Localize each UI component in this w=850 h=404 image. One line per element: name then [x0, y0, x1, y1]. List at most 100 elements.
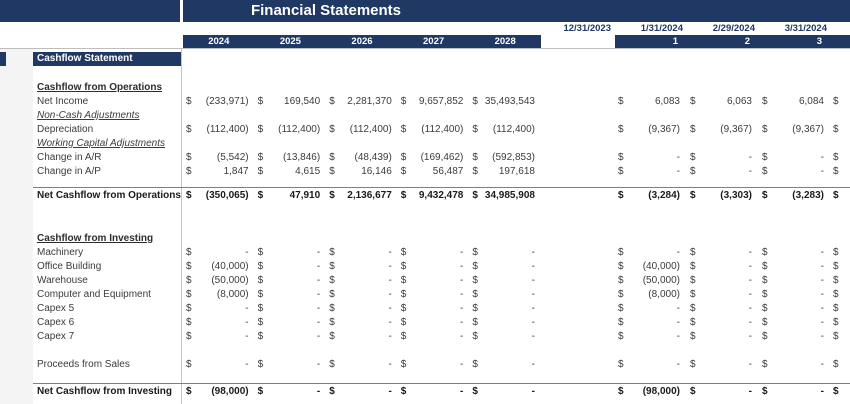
cell-year-2027[interactable]: $9,432,478	[398, 188, 470, 204]
cell-period-1[interactable]: $ -	[615, 358, 687, 372]
row-label[interactable]: Capex 6	[37, 317, 75, 328]
cell-year-2028[interactable]: $ (592,853)	[469, 151, 541, 165]
cell-year-2027[interactable]: $ -	[398, 316, 470, 330]
cell-period-3[interactable]: $ -	[759, 302, 831, 316]
cell-period-2[interactable]: $ -	[687, 316, 759, 330]
cell-period-3[interactable]: $ -	[759, 288, 831, 302]
date-header-cell[interactable]: 3/31/2024	[784, 23, 827, 34]
cell-year-2028[interactable]: $ -	[469, 288, 541, 302]
period-header-cell[interactable]: 1	[672, 36, 678, 47]
cell-period-4-partial[interactable]: $	[831, 95, 850, 109]
cell-period-4-partial[interactable]: $	[831, 260, 850, 274]
cell-period-4-partial[interactable]: $	[831, 274, 850, 288]
cell-year-2024[interactable]: $ -	[183, 246, 255, 260]
cell-opening-column-empty[interactable]	[541, 165, 615, 179]
cell-opening-column-empty[interactable]	[541, 123, 615, 137]
cell-year-2024[interactable]: $ (350,065)	[183, 188, 255, 204]
cell-period-3[interactable]: $ -	[759, 165, 831, 179]
cell-year-2027[interactable]: $9,657,852	[398, 95, 470, 109]
cell-period-3[interactable]: $ -	[759, 246, 831, 260]
cell-period-1[interactable]: $ (8,000)	[615, 288, 687, 302]
cell-period-3[interactable]: $ (9,367)	[759, 123, 831, 137]
period-header-cell[interactable]: 3	[816, 36, 822, 47]
cell-opening-column-empty[interactable]	[541, 384, 615, 400]
row-label[interactable]: Cashflow from Operations	[37, 82, 163, 93]
cell-opening-column-empty[interactable]	[541, 151, 615, 165]
cell-year-2025[interactable]: $ -	[255, 358, 327, 372]
cell-year-2026[interactable]: $ -	[326, 316, 398, 330]
cell-year-2028[interactable]: $ (112,400)	[469, 123, 541, 137]
cell-period-1[interactable]: $ -	[615, 316, 687, 330]
cell-period-2[interactable]: $ -	[687, 302, 759, 316]
year-header-cell[interactable]: 2026	[351, 36, 373, 47]
row-label[interactable]: Computer and Equipment	[37, 289, 151, 300]
cell-year-2026[interactable]: $ (48,439)	[326, 151, 398, 165]
cell-year-2025[interactable]: $ -	[255, 330, 327, 344]
row-label[interactable]: Net Cashflow from Investing	[37, 386, 173, 397]
cell-year-2025[interactable]: $169,540	[255, 95, 327, 109]
cell-year-2028[interactable]: $ -	[469, 330, 541, 344]
cell-year-2027[interactable]: $ (112,400)	[398, 123, 470, 137]
row-label[interactable]: Capex 7	[37, 331, 75, 342]
year-header-cell[interactable]: 2025	[279, 36, 301, 47]
cell-year-2025[interactable]: $ -	[255, 274, 327, 288]
cell-year-2028[interactable]: $35,493,543	[469, 95, 541, 109]
cell-year-2027[interactable]: $56,487	[398, 165, 470, 179]
cell-year-2024[interactable]: $ (98,000)	[183, 384, 255, 400]
cell-year-2025[interactable]: $ -	[255, 246, 327, 260]
cell-year-2025[interactable]: $4,615	[255, 165, 327, 179]
cell-year-2026[interactable]: $16,146	[326, 165, 398, 179]
cell-period-2[interactable]: $ -	[687, 165, 759, 179]
cell-year-2027[interactable]: $ -	[398, 302, 470, 316]
cell-period-2[interactable]: $ -	[687, 358, 759, 372]
cell-period-2[interactable]: $ (9,367)	[687, 123, 759, 137]
cell-opening-column-empty[interactable]	[541, 260, 615, 274]
cell-year-2028[interactable]: $197,618	[469, 165, 541, 179]
cell-period-2[interactable]: $ -	[687, 384, 759, 400]
cell-year-2025[interactable]: $ -	[255, 316, 327, 330]
cell-year-2024[interactable]: $ (8,000)	[183, 288, 255, 302]
cell-year-2026[interactable]: $ -	[326, 302, 398, 316]
year-header-cell[interactable]: 2028	[494, 36, 516, 47]
cell-period-1[interactable]: $ -	[615, 302, 687, 316]
year-header-cell[interactable]: 2027	[423, 36, 445, 47]
cell-period-4-partial[interactable]: $	[831, 165, 850, 179]
cell-period-4-partial[interactable]: $	[831, 288, 850, 302]
cell-period-1[interactable]: $6,083	[615, 95, 687, 109]
cell-period-3[interactable]: $ -	[759, 384, 831, 400]
cell-year-2026[interactable]: $ -	[326, 358, 398, 372]
cell-period-4-partial[interactable]: $	[831, 246, 850, 260]
cell-year-2024[interactable]: $ (5,542)	[183, 151, 255, 165]
row-label[interactable]: Net Income	[37, 96, 89, 107]
cell-year-2026[interactable]: $2,281,370	[326, 95, 398, 109]
cell-period-1[interactable]: $ -	[615, 330, 687, 344]
cell-opening-column-empty[interactable]	[541, 316, 615, 330]
cell-period-3[interactable]: $ -	[759, 151, 831, 165]
cell-year-2024[interactable]: $ (50,000)	[183, 274, 255, 288]
cell-year-2027[interactable]: $ -	[398, 246, 470, 260]
cell-year-2027[interactable]: $ -	[398, 274, 470, 288]
cell-period-1[interactable]: $ -	[615, 151, 687, 165]
cell-year-2028[interactable]: $34,985,908	[469, 188, 541, 204]
cell-year-2024[interactable]: $ -	[183, 302, 255, 316]
cell-year-2026[interactable]: $ -	[326, 384, 398, 400]
cell-opening-column-empty[interactable]	[541, 95, 615, 109]
cell-year-2028[interactable]: $ -	[469, 302, 541, 316]
cell-period-2[interactable]: $ -	[687, 330, 759, 344]
cell-period-4-partial[interactable]: $	[831, 123, 850, 137]
title-bar[interactable]: Financial Statements	[183, 0, 850, 22]
cell-year-2024[interactable]: $ (233,971)	[183, 95, 255, 109]
row-label[interactable]: Machinery	[37, 247, 84, 258]
row-label[interactable]: Proceeds from Sales	[37, 359, 130, 370]
cell-year-2026[interactable]: $ -	[326, 246, 398, 260]
cell-period-4-partial[interactable]: $	[831, 384, 850, 400]
cell-year-2028[interactable]: $ -	[469, 274, 541, 288]
cell-period-2[interactable]: $ -	[687, 151, 759, 165]
cell-period-1[interactable]: $ (9,367)	[615, 123, 687, 137]
cell-period-1[interactable]: $ -	[615, 246, 687, 260]
cell-year-2027[interactable]: $ (169,462)	[398, 151, 470, 165]
cell-period-3[interactable]: $6,084	[759, 95, 831, 109]
row-label[interactable]: Cashflow from Investing	[37, 233, 154, 244]
row-label[interactable]: Change in A/P	[37, 166, 101, 177]
cell-year-2025[interactable]: $ (13,846)	[255, 151, 327, 165]
